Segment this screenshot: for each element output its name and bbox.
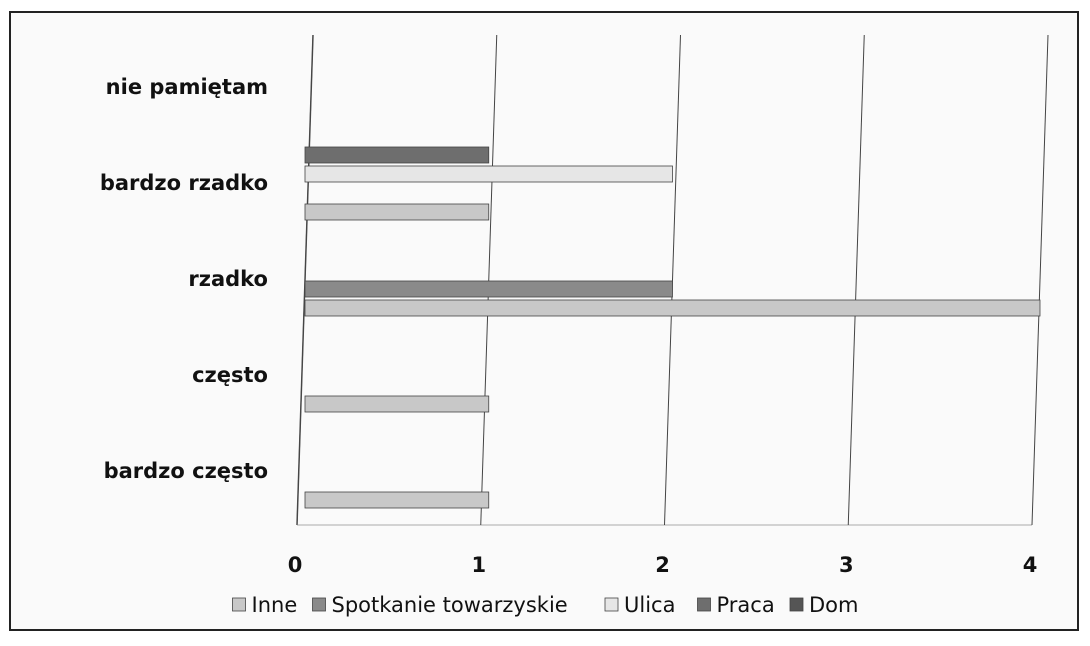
x-tick-label: 3 <box>839 553 854 577</box>
y-tick-label: bardzo rzadko <box>100 171 268 195</box>
legend-label: Ulica <box>624 593 675 617</box>
legend-swatch <box>232 597 246 612</box>
bar <box>304 203 490 221</box>
grid-line <box>296 34 314 526</box>
grid-line <box>1031 34 1049 526</box>
legend-swatch <box>604 597 619 612</box>
y-tick-label: bardzo często <box>104 459 268 483</box>
legend-label: Spotkanie towarzyskie <box>332 593 568 617</box>
legend-swatch <box>789 597 804 612</box>
y-tick-label: nie pamiętam <box>106 75 268 99</box>
x-tick-label: 2 <box>655 553 670 577</box>
grid-line <box>480 34 498 526</box>
x-tick-label: 1 <box>471 553 486 577</box>
bar <box>304 280 673 298</box>
grid-line <box>847 34 865 526</box>
grid-line <box>664 34 681 526</box>
x-tick-label: 0 <box>288 553 303 577</box>
y-tick-label: rzadko <box>188 267 268 291</box>
y-tick-label: często <box>192 363 268 387</box>
x-tick-label: 4 <box>1023 553 1038 577</box>
legend-swatch <box>697 597 711 612</box>
bar <box>304 491 490 509</box>
bar <box>304 395 490 413</box>
bar <box>304 299 1041 317</box>
chart-frame <box>9 11 1079 631</box>
legend-label: Praca <box>717 593 775 617</box>
legend-swatch <box>312 597 326 612</box>
bar <box>304 165 673 183</box>
legend-label: Inne <box>252 593 298 617</box>
bar <box>304 146 490 164</box>
legend-label: Dom <box>809 593 858 617</box>
